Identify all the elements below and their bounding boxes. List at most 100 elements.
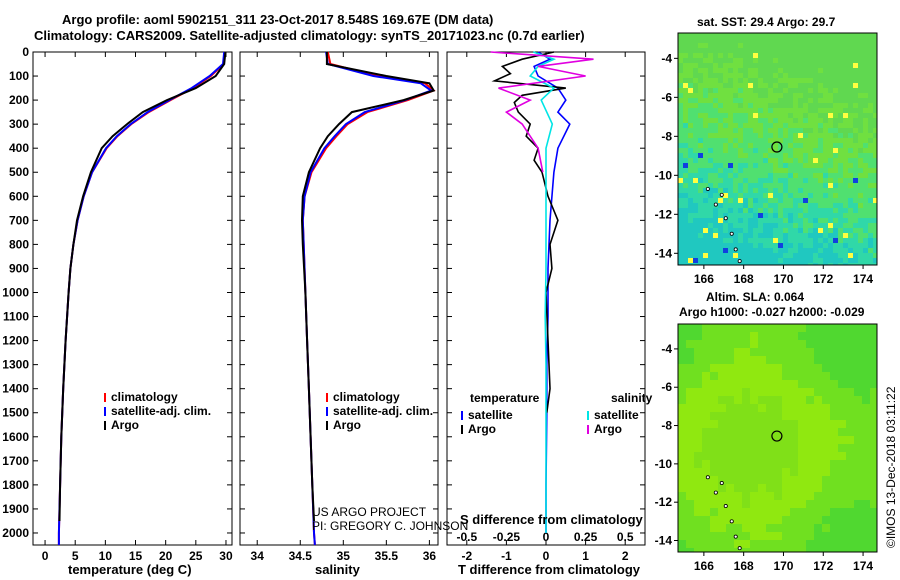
map-cell: [790, 476, 798, 484]
map-cell: [798, 128, 803, 133]
map-cell: [848, 208, 853, 213]
map-cell: [710, 492, 718, 500]
map-cell: [838, 88, 843, 93]
map-cell: [843, 33, 848, 38]
map-cell: [693, 263, 698, 265]
map-cell: [808, 158, 813, 163]
map-cell: [773, 128, 778, 133]
map-cell: [853, 93, 858, 98]
map-cell: [783, 73, 788, 78]
map-cell: [854, 332, 862, 340]
map-cell: [828, 83, 833, 88]
map-cell: [793, 233, 798, 238]
map-cell: [743, 243, 748, 248]
map-cell: [774, 436, 782, 444]
map-cell: [788, 233, 793, 238]
map-cell: [862, 548, 870, 552]
map-cell: [750, 364, 758, 372]
map-cell: [728, 123, 733, 128]
map-cell: [718, 213, 723, 218]
map-cell: [843, 193, 848, 198]
map-cell: [813, 178, 818, 183]
map-cell: [822, 380, 830, 388]
map-cell: [742, 508, 750, 516]
map-cell: [683, 258, 688, 263]
map-cell: [783, 168, 788, 173]
map-cell: [778, 93, 783, 98]
map-cell: [758, 88, 763, 93]
map-cell: [782, 396, 790, 404]
map-cell: [763, 33, 768, 38]
map-cell: [858, 88, 863, 93]
sla-map: [678, 324, 877, 552]
map-cell: [808, 223, 813, 228]
map-cell: [843, 153, 848, 158]
depth-tick-label: 600: [9, 189, 29, 203]
map-cell: [768, 168, 773, 173]
map-cell: [698, 73, 703, 78]
map-cell: [713, 133, 718, 138]
map-cell: [848, 228, 853, 233]
x-tick-label: 10: [99, 549, 113, 563]
map-cell: [728, 168, 733, 173]
map-cell: [678, 163, 683, 168]
map-cell: [798, 108, 803, 113]
map-cell: [708, 158, 713, 163]
map-cell: [718, 444, 726, 452]
map-cell: [743, 168, 748, 173]
map-cell: [763, 103, 768, 108]
map-cell: [848, 248, 853, 253]
map-cell: [788, 178, 793, 183]
map-cell: [830, 412, 838, 420]
map-cell: [788, 198, 793, 203]
map-cell: [814, 404, 822, 412]
map-x-tick-label: 166: [694, 272, 714, 286]
map-cell: [848, 108, 853, 113]
map-cell: [768, 123, 773, 128]
map-y-tick-label: -10: [655, 457, 673, 471]
map-cell: [758, 133, 763, 138]
map-cell: [763, 108, 768, 113]
map-cell: [766, 340, 774, 348]
map-cell: [766, 548, 774, 552]
map-cell: [818, 48, 823, 53]
map-cell: [758, 143, 763, 148]
map-y-tick-label: -4: [661, 51, 672, 65]
map-cell: [678, 412, 686, 420]
map-cell: [713, 198, 718, 203]
map-cell: [742, 436, 750, 444]
map-cell: [788, 243, 793, 248]
map-cell: [828, 218, 833, 223]
map-cell: [803, 143, 808, 148]
map-cell: [738, 48, 743, 53]
map-cell: [694, 348, 702, 356]
map-cell: [838, 48, 843, 53]
map-cell: [708, 183, 713, 188]
map-cell: [848, 258, 853, 263]
map-cell: [728, 258, 733, 263]
map-cell: [693, 183, 698, 188]
map-cell: [828, 193, 833, 198]
map-x-tick-label: 170: [773, 272, 793, 286]
map-cell: [818, 143, 823, 148]
map-cell: [733, 118, 738, 123]
map-cell: [703, 193, 708, 198]
map-cell: [858, 198, 863, 203]
x-tick-label: 1: [582, 549, 589, 563]
x-tick-label: 34: [251, 549, 265, 563]
map-cell: [683, 138, 688, 143]
map-cell: [773, 83, 778, 88]
map-cell: [790, 388, 798, 396]
map-cell: [822, 548, 830, 552]
map-cell: [766, 444, 774, 452]
map-cell: [853, 43, 858, 48]
map-cell: [808, 218, 813, 223]
map-cell: [763, 263, 768, 265]
map-cell: [750, 492, 758, 500]
island-marker: [733, 247, 738, 252]
map-cell: [870, 348, 877, 356]
map-cell: [726, 324, 734, 332]
map-cell: [833, 68, 838, 73]
map-cell: [702, 540, 710, 548]
map-cell: [686, 476, 694, 484]
